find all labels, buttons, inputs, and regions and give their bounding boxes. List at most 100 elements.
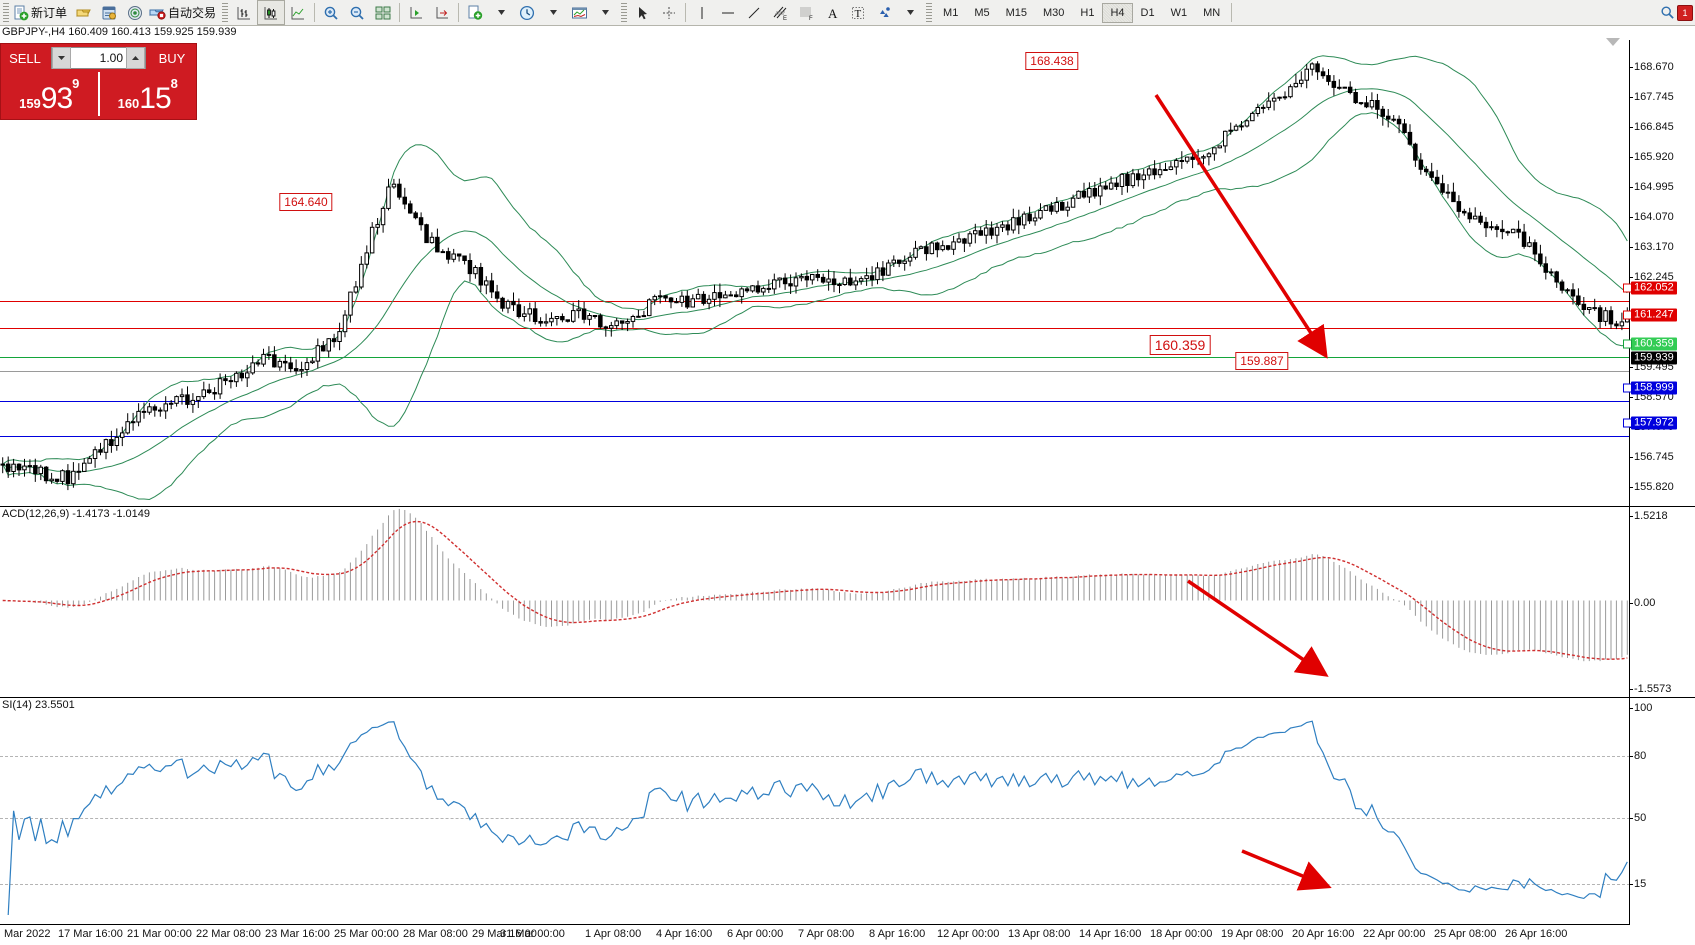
zoom-out-button[interactable] xyxy=(344,1,370,24)
rsi-panel[interactable]: SI(14) 23.5501 100 80 50 15 xyxy=(0,697,1695,926)
timeframe-h1[interactable]: H1 xyxy=(1080,6,1095,19)
document-plus-icon xyxy=(13,5,29,21)
autotrading-button[interactable]: 自动交易 xyxy=(148,1,219,24)
text-label-button[interactable]: A xyxy=(819,1,845,24)
timeframe-d1[interactable]: D1 xyxy=(1140,6,1155,19)
sell-button[interactable]: SELL xyxy=(1,44,49,72)
tile-windows-button[interactable] xyxy=(370,1,396,24)
rsi-tick-50: 50 xyxy=(1629,812,1647,824)
chart-shift-button[interactable] xyxy=(429,1,455,24)
sell-price-fraction: 9 xyxy=(72,76,80,91)
tag-160359[interactable]: 160.359 xyxy=(1149,335,1211,355)
macd-tick-zero: 0.00 xyxy=(1629,597,1656,609)
price-tick-3: 165.920 xyxy=(1630,151,1674,163)
toolbar-grip-3[interactable] xyxy=(621,3,628,22)
tag-164640[interactable]: 164.640 xyxy=(279,193,333,211)
buy-button[interactable]: BUY xyxy=(148,44,196,72)
rsi-level-80 xyxy=(0,756,1630,757)
text-box-button[interactable]: T xyxy=(845,1,871,24)
tag-159887[interactable]: 159.887 xyxy=(1235,352,1289,370)
macd-axis[interactable]: 1.5218 0.00 -1.5573 xyxy=(1629,507,1695,697)
chart-scroll-marker[interactable] xyxy=(1606,38,1620,46)
level-handle-158999[interactable] xyxy=(1623,383,1632,393)
crosshair-button[interactable] xyxy=(656,1,682,24)
time-axis[interactable]: Mar 2022 17 Mar 16:00 21 Mar 00:00 22 Ma… xyxy=(0,924,1630,945)
level-handle-162052[interactable] xyxy=(1623,283,1632,293)
buy-price-display[interactable]: 160 15 8 xyxy=(97,72,197,116)
price-tick-11: 156.745 xyxy=(1630,451,1674,463)
radar-icon xyxy=(127,5,143,21)
level-line-161247[interactable] xyxy=(0,328,1630,329)
price-label-159939[interactable]: 159.939 xyxy=(1631,351,1677,365)
arrows-dropdown[interactable] xyxy=(897,1,923,24)
price-label-161247[interactable]: 161.247 xyxy=(1631,308,1677,322)
lot-decrease-button[interactable] xyxy=(52,47,71,69)
level-line-160359[interactable] xyxy=(0,357,1630,358)
equidistant-channel-button[interactable]: E xyxy=(767,1,793,24)
timeframe-h4[interactable]: H4 xyxy=(1102,2,1133,23)
timeframe-m30[interactable]: M30 xyxy=(1043,6,1065,19)
auto-scroll-button[interactable] xyxy=(403,1,429,24)
arrows-button[interactable] xyxy=(871,1,897,24)
timeframe-m15[interactable]: M15 xyxy=(1005,6,1027,19)
timeframe-mn[interactable]: MN xyxy=(1203,6,1221,19)
macd-tick-max: 1.5218 xyxy=(1630,510,1668,522)
candlestick-chart-button[interactable] xyxy=(257,0,286,25)
trendline-button[interactable] xyxy=(741,1,767,24)
indicators-dropdown[interactable] xyxy=(592,1,618,24)
one-click-trading-panel[interactable]: SELL 1.00 BUY 159 93 9 160 15 8 xyxy=(0,43,197,120)
rsi-tick-80: 80 xyxy=(1629,750,1647,762)
new-object-button[interactable] xyxy=(462,1,488,24)
price-axis[interactable]: 168.670 167.745 166.845 165.920 164.995 … xyxy=(1623,40,1695,553)
price-label-162052[interactable]: 162.052 xyxy=(1631,281,1677,295)
level-line-158999[interactable] xyxy=(0,401,1630,402)
level-handle-161247[interactable] xyxy=(1623,310,1632,320)
zoom-in-button[interactable] xyxy=(318,1,344,24)
timeframe-m5[interactable]: M5 xyxy=(974,6,990,19)
time-tick-22: 26 Apr 16:00 xyxy=(1505,928,1568,940)
sell-price-display[interactable]: 159 93 9 xyxy=(1,72,98,116)
indicators-button[interactable] xyxy=(566,1,592,24)
window-blue-icon xyxy=(101,5,117,21)
bar-chart-button[interactable] xyxy=(231,1,257,24)
horizontal-line-button[interactable] xyxy=(715,1,741,24)
toolbar-right-group: 1 xyxy=(1660,0,1693,25)
rsi-axis[interactable]: 100 80 50 15 xyxy=(1629,698,1695,926)
signals-button[interactable] xyxy=(122,1,148,24)
price-label-158999[interactable]: 158.999 xyxy=(1631,381,1677,395)
level-line-157972[interactable] xyxy=(0,436,1630,437)
period-separator-button[interactable] xyxy=(514,1,540,24)
terminal-button[interactable] xyxy=(96,1,122,24)
search-icon[interactable] xyxy=(1660,5,1675,20)
timeframe-m1[interactable]: M1 xyxy=(943,6,959,19)
lot-size-value[interactable]: 1.00 xyxy=(99,51,123,65)
timeframe-w1[interactable]: W1 xyxy=(1170,6,1188,19)
macd-panel[interactable]: ACD(12,26,9) -1.4173 -1.0149 1.5218 0.00… xyxy=(0,506,1695,697)
lot-size-field[interactable]: 1.00 xyxy=(51,47,146,69)
svg-text:F: F xyxy=(809,16,813,21)
fibonacci-button[interactable]: F xyxy=(793,1,819,24)
level-line-159939[interactable] xyxy=(0,371,1630,372)
lot-increase-button[interactable] xyxy=(126,47,145,69)
new-order-button[interactable]: 新订单 xyxy=(12,1,70,24)
toolbar-grip-4[interactable] xyxy=(926,3,933,22)
level-handle-160359[interactable] xyxy=(1623,339,1632,349)
alerts-badge[interactable]: 1 xyxy=(1677,4,1693,21)
trade-panel-top: SELL 1.00 BUY xyxy=(1,44,196,72)
price-panel[interactable]: 168.438 164.640 160.359 159.887 168.670 … xyxy=(0,40,1695,553)
level-handle-157972[interactable] xyxy=(1623,418,1632,428)
price-label-160359[interactable]: 160.359 xyxy=(1631,337,1677,351)
toolbar-grip[interactable] xyxy=(3,3,9,22)
tag-168438[interactable]: 168.438 xyxy=(1025,52,1079,70)
new-object-dropdown[interactable] xyxy=(488,1,514,24)
toolbar-grip-2[interactable] xyxy=(222,3,229,22)
period-separator-dropdown[interactable] xyxy=(540,1,566,24)
expert-advisors-button[interactable] xyxy=(70,1,96,24)
chart-window[interactable]: GBPJPY-,H4 160.409 160.413 159.925 159.9… xyxy=(0,26,1695,945)
toolbar-separator-5 xyxy=(1231,3,1233,22)
cursor-arrow-button[interactable] xyxy=(630,1,656,24)
price-label-157972[interactable]: 157.972 xyxy=(1631,416,1677,430)
line-chart-button[interactable] xyxy=(285,1,311,24)
time-tick-20: 22 Apr 00:00 xyxy=(1363,928,1426,940)
vertical-line-button[interactable] xyxy=(689,1,715,24)
